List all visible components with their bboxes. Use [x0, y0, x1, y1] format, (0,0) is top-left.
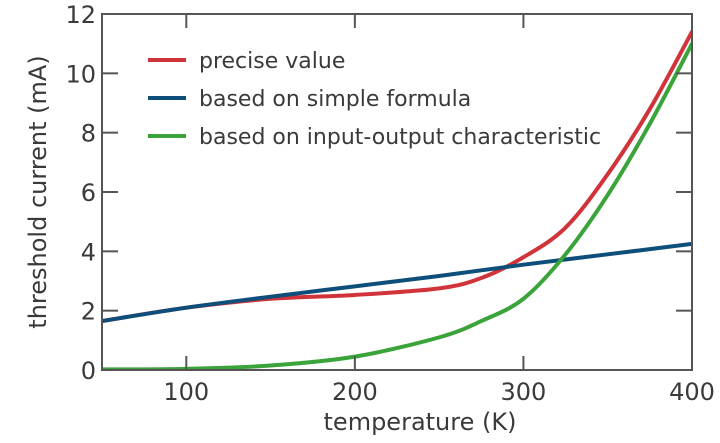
legend: precise value based on simple formula base… — [148, 49, 601, 150]
x-tick-label: 300 — [501, 378, 547, 406]
legend-label: precise value — [199, 49, 345, 74]
y-axis-label: threshold current (mA) — [24, 55, 52, 328]
x-tick-label: 200 — [332, 378, 378, 406]
legend-label: based on input-output characteristic — [199, 125, 601, 150]
x-tick-label: 400 — [669, 378, 715, 406]
x-tick-label: 100 — [163, 378, 209, 406]
axis-ticks: 100 200 300 400 0 2 4 6 8 10 12 — [65, 1, 714, 406]
series-line-3 — [102, 41, 692, 370]
y-tick-label: 8 — [81, 120, 96, 148]
x-axis-label: temperature (K) — [324, 408, 517, 436]
y-tick-label: 2 — [81, 298, 96, 326]
y-tick-label: 10 — [65, 60, 96, 88]
y-tick-label: 6 — [81, 179, 96, 207]
y-tick-label: 0 — [81, 357, 96, 385]
legend-label: based on simple formula — [199, 87, 471, 112]
series-lines — [102, 29, 692, 370]
series-line-1 — [102, 29, 692, 324]
y-tick-label: 4 — [81, 238, 96, 266]
series-line-2 — [102, 241, 692, 324]
y-tick-label: 12 — [65, 1, 96, 29]
plot-frame — [101, 13, 693, 371]
